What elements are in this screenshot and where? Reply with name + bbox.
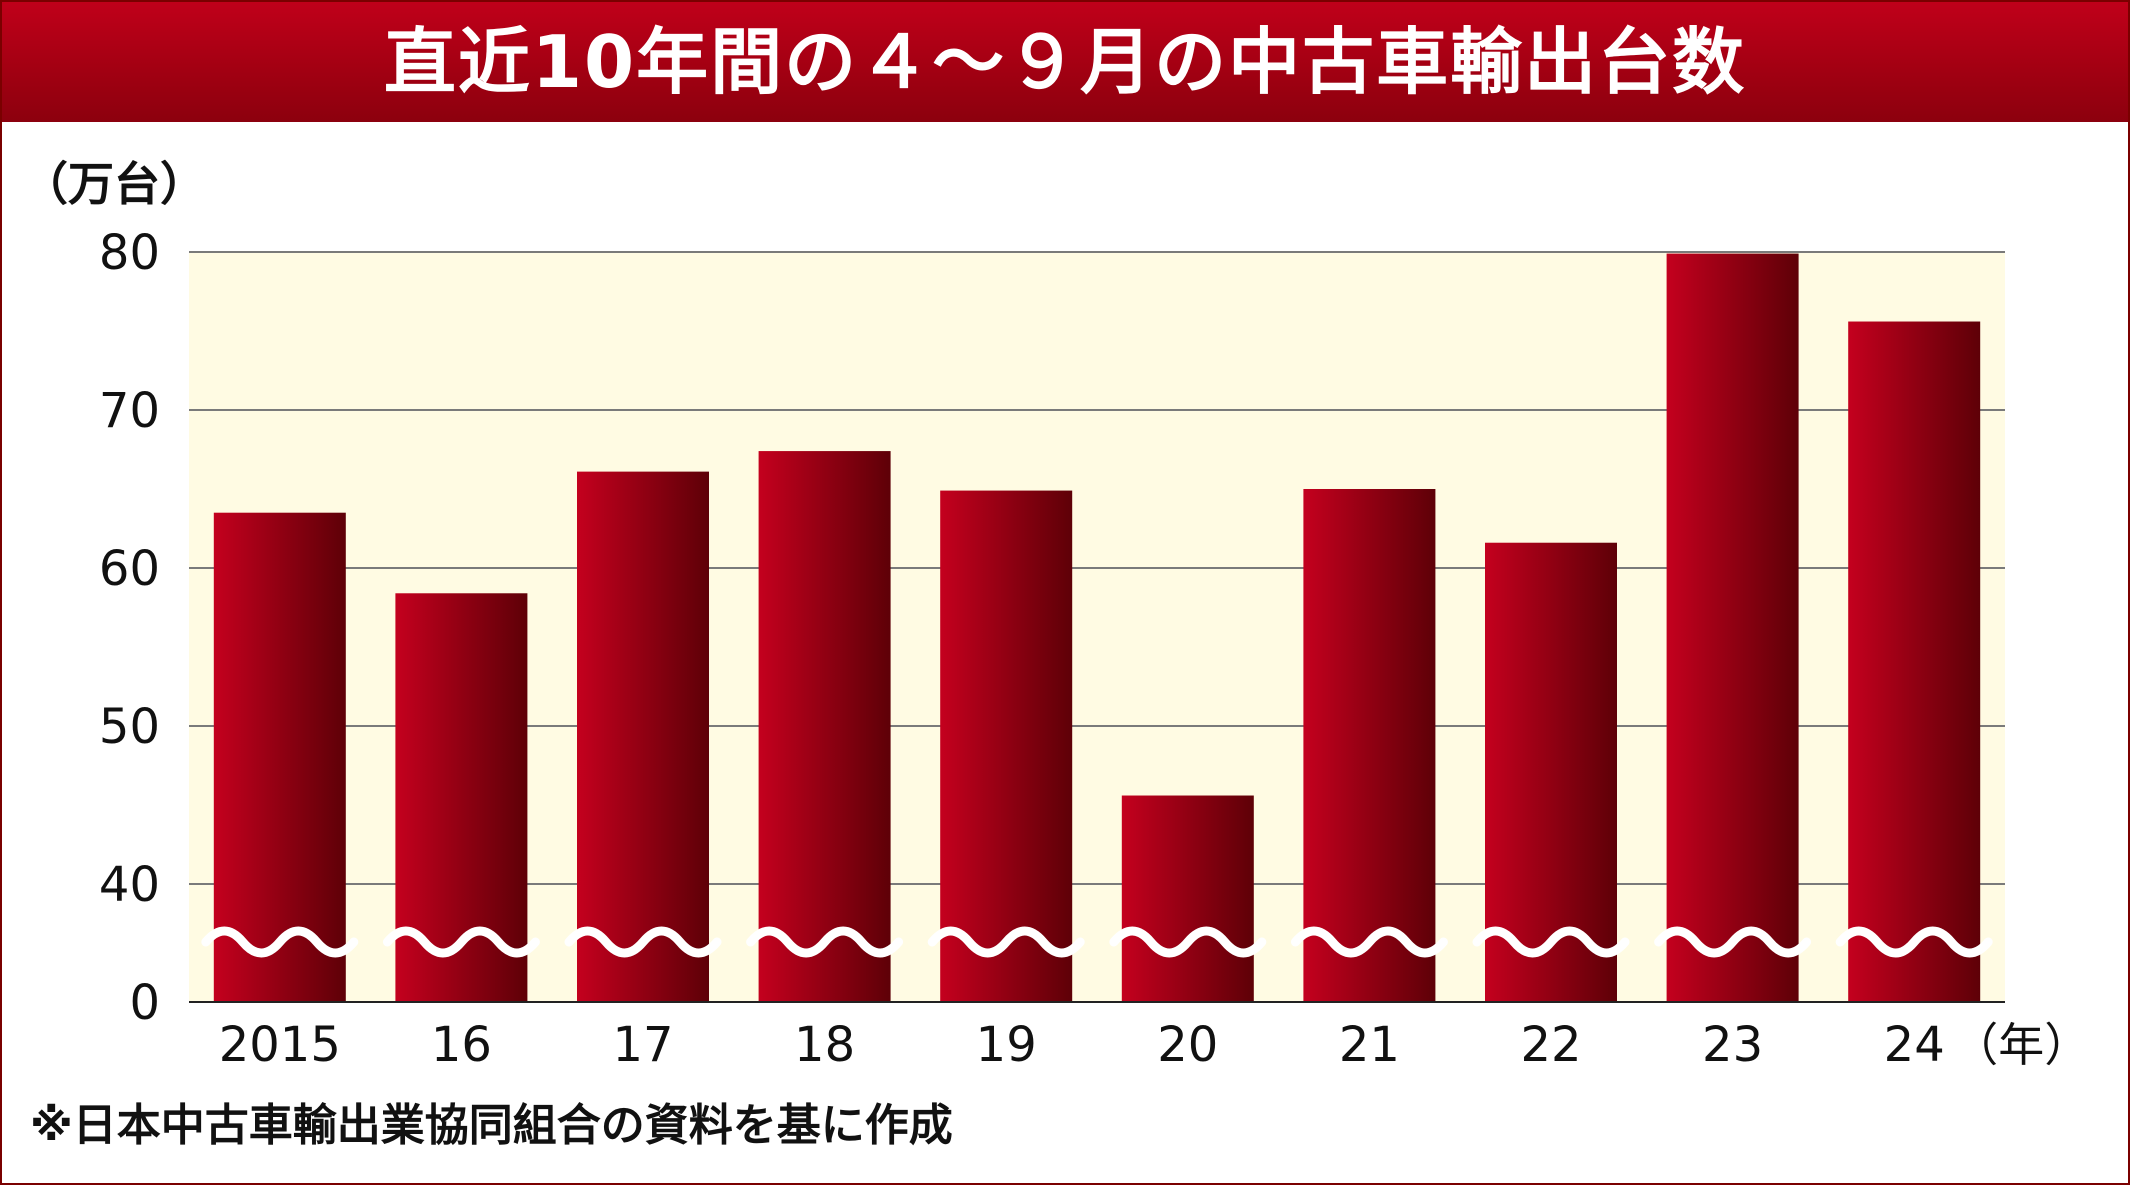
title-bar: 直近10年間の４～９月の中古車輸出台数 [2,2,2128,122]
y-tick-label-80: 80 [99,225,160,281]
bar-22 [1485,542,1617,1002]
x-tick-labels: 2015 16 17 18 19 20 21 22 23 24 （年） [219,1017,2090,1073]
axis-break-mark [1109,926,1267,958]
y-axis-unit-label: （万台） [22,157,206,211]
axis-break-mark [927,926,1085,958]
y-tick-label-50: 50 [99,699,160,755]
axis-break-mark [1472,926,1630,958]
bar-18 [758,451,891,1003]
axis-break-marks [201,926,1993,958]
bar-24 [1848,321,1981,1002]
axis-break-mark [1654,926,1812,958]
x-axis-unit-label: （年） [1952,1018,2090,1072]
y-tick-label-40: 40 [99,857,160,913]
bars [213,253,1981,1003]
x-tick-label-2015: 2015 [219,1017,341,1073]
axis-break-mark [201,926,359,958]
bar-2015 [213,512,346,1002]
x-tick-label-18: 18 [794,1017,855,1073]
bar-17 [577,471,709,1002]
bar-19 [940,490,1073,1002]
bar-21 [1303,489,1436,1002]
x-tick-label-16: 16 [431,1017,492,1073]
bar-23 [1666,253,1799,1002]
bar-chart: 0 40 50 60 70 80 2015 16 17 18 19 20 21 22 23 24 （年） （万… [22,157,2090,1073]
bar-20 [1121,795,1254,1002]
axis-break-mark [564,926,722,958]
axis-break-mark [1835,926,1993,958]
chart-title: 直近10年間の４～９月の中古車輸出台数 [383,20,1747,104]
y-tick-label-60: 60 [99,541,160,597]
x-tick-label-21: 21 [1339,1017,1400,1073]
x-tick-label-19: 19 [976,1017,1037,1073]
axis-break-mark [1290,926,1448,958]
x-tick-label-23: 23 [1702,1017,1763,1073]
x-tick-label-22: 22 [1520,1017,1581,1073]
x-tick-label-24: 24 [1884,1017,1945,1073]
y-tick-labels: 0 40 50 60 70 80 [99,225,160,1031]
x-tick-label-20: 20 [1157,1017,1218,1073]
y-tick-label-0: 0 [129,975,160,1031]
y-tick-label-70: 70 [99,383,160,439]
source-note: ※日本中古車輸出業協同組合の資料を基に作成 [30,1100,953,1151]
x-tick-label-17: 17 [612,1017,673,1073]
axis-break-mark [382,926,540,958]
axis-break-mark [746,926,904,958]
